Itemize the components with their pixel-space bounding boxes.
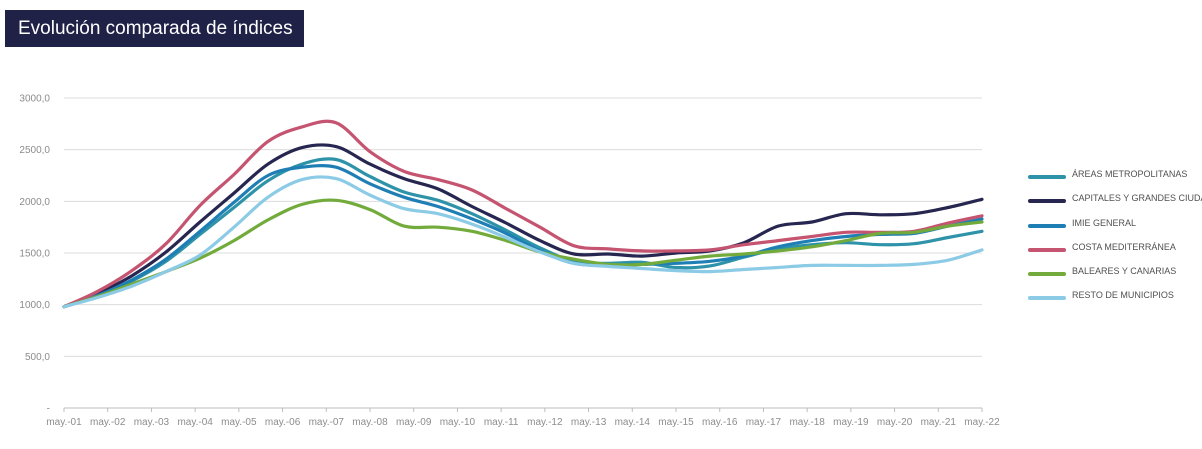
x-tick-label: may.-09 bbox=[396, 417, 432, 428]
legend-swatch bbox=[1028, 223, 1066, 228]
y-tick-label: 3000,0 bbox=[19, 94, 50, 105]
legend-swatch bbox=[1028, 199, 1066, 204]
x-tick-label: may.-22 bbox=[964, 417, 1000, 428]
x-tick-label: may.-10 bbox=[440, 417, 476, 428]
chart-legend: ÁREAS METROPOLITANAS CAPITALES Y GRANDES … bbox=[1028, 168, 1202, 314]
legend-item: CAPITALES Y GRANDES CIUDADES bbox=[1028, 192, 1202, 216]
x-tick-label: may.-12 bbox=[527, 417, 563, 428]
x-tick-label: may.-02 bbox=[90, 417, 126, 428]
legend-label: ÁREAS METROPOLITANAS bbox=[1072, 169, 1188, 179]
legend-swatch bbox=[1028, 175, 1066, 179]
series-line-2 bbox=[62, 143, 984, 309]
legend-swatch bbox=[1028, 272, 1066, 277]
legend-label: RESTO DE MUNICIPIOS bbox=[1072, 290, 1174, 301]
x-tick-label: may.-05 bbox=[221, 417, 257, 428]
x-tick-label: may.-07 bbox=[309, 417, 345, 428]
series-line-6 bbox=[62, 175, 984, 309]
legend-label: IMIE GENERAL bbox=[1072, 217, 1137, 228]
series-line-4 bbox=[62, 119, 984, 309]
x-tick-label: may.-19 bbox=[833, 417, 869, 428]
y-tick-label: 2000,0 bbox=[19, 197, 50, 208]
y-tick-label: 1500,0 bbox=[19, 249, 50, 260]
y-tick-label: 2500,0 bbox=[19, 145, 50, 156]
x-tick-label: may.-21 bbox=[921, 417, 957, 428]
legend-swatch bbox=[1028, 247, 1066, 252]
series-line-3 bbox=[62, 164, 984, 309]
x-tick-label: may.-11 bbox=[484, 417, 519, 428]
legend-item: BALEARES Y CANARIAS bbox=[1028, 265, 1200, 289]
x-tick-label: may.-01 bbox=[46, 417, 82, 428]
x-tick-label: may.-08 bbox=[352, 417, 388, 428]
y-tick-label: - bbox=[47, 404, 50, 415]
legend-label: CAPITALES Y GRANDES CIUDADES bbox=[1072, 193, 1202, 204]
legend-item: IMIE GENERAL bbox=[1028, 217, 1200, 241]
x-tick-label: may.-04 bbox=[177, 417, 213, 428]
legend-label: BALEARES Y CANARIAS bbox=[1072, 266, 1177, 277]
x-tick-label: may.-14 bbox=[615, 417, 651, 428]
x-tick-label: may.-15 bbox=[658, 417, 694, 428]
legend-item: ÁREAS METROPOLITANAS bbox=[1028, 168, 1200, 192]
legend-label: COSTA MEDITERRÁNEA bbox=[1072, 241, 1176, 252]
x-tick-label: may.-20 bbox=[877, 417, 913, 428]
x-tick-label: may.-16 bbox=[702, 417, 738, 428]
x-tick-label: may.-06 bbox=[265, 417, 301, 428]
x-tick-label: may.-03 bbox=[134, 417, 170, 428]
legend-item: RESTO DE MUNICIPIOS bbox=[1028, 289, 1200, 313]
chart-title: Evolución comparada de índices bbox=[5, 10, 304, 47]
x-tick-label: may.-17 bbox=[746, 417, 782, 428]
x-tick-label: may.-18 bbox=[789, 417, 825, 428]
legend-swatch bbox=[1028, 296, 1066, 301]
y-tick-label: 500,0 bbox=[25, 352, 50, 363]
x-tick-label: may.-13 bbox=[571, 417, 607, 428]
y-tick-label: 1000,0 bbox=[19, 300, 50, 311]
legend-item: COSTA MEDITERRÁNEA bbox=[1028, 241, 1200, 265]
